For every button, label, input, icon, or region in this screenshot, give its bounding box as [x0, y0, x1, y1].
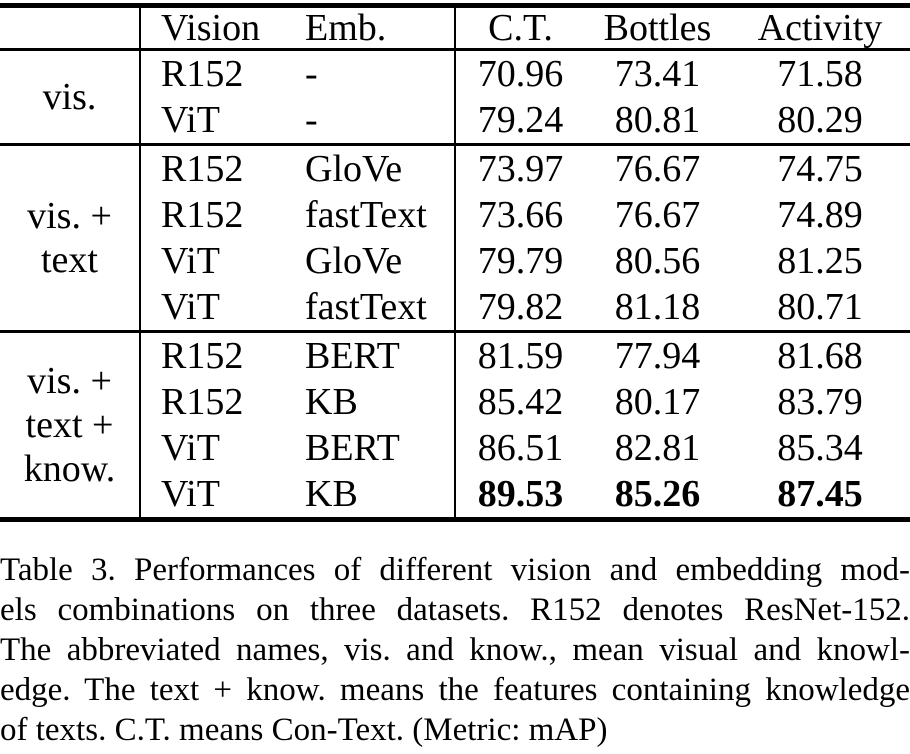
- cell-emb: KB: [285, 471, 456, 520]
- cell-value-activity: 83.79: [777, 381, 863, 423]
- cell-value-activity: 85.34: [777, 427, 863, 469]
- cell-value-ct: 73.66: [477, 194, 564, 236]
- cell-value-activity: 80.71: [777, 286, 863, 328]
- cell-value-ct: 73.97: [477, 148, 564, 190]
- cell-value-ct: 79.24: [477, 99, 564, 141]
- cell-value-bottles: 80.56: [614, 240, 701, 282]
- table-row: ViT GloVe 79.79 80.56 81.25: [0, 238, 910, 284]
- caption-line: Table 3. Performances of different visio…: [0, 552, 910, 588]
- group-vis: vis. R152 - 70.96 73.41 71.58 ViT - 79.2…: [0, 49, 910, 145]
- cell-value-bottles: 76.67: [614, 148, 701, 190]
- cell-value-activity: 81.68: [777, 335, 863, 377]
- cell-emb: BERT: [285, 425, 456, 471]
- cell-value-ct: 85.42: [477, 381, 564, 423]
- cell-value-ct: 70.96: [477, 53, 564, 95]
- caption-line: The abbreviated names, vis. and know., m…: [0, 632, 910, 668]
- cell-vision: R152: [161, 335, 244, 377]
- cell-value-ct: 79.79: [477, 240, 564, 282]
- cell-value-bottles: 82.81: [614, 427, 701, 469]
- cell-emb: KB: [285, 379, 456, 425]
- header-row: Vision Emb. C.T. Bottles Activity: [0, 5, 910, 50]
- cell-vision: R152: [161, 53, 244, 95]
- table-header: Vision Emb. C.T. Bottles Activity: [0, 5, 910, 50]
- results-table: Vision Emb. C.T. Bottles Activity vis. R…: [0, 3, 910, 522]
- cell-value-activity: 80.29: [777, 99, 863, 141]
- cell-value-activity: 81.25: [777, 240, 863, 282]
- cell-vision: ViT: [161, 240, 220, 282]
- cell-emb: -: [285, 97, 456, 145]
- table-row: ViT - 79.24 80.81 80.29: [0, 97, 910, 145]
- cell-emb: fastText: [285, 192, 456, 238]
- group-label-vis: vis.: [0, 49, 141, 145]
- cell-vision: ViT: [161, 286, 220, 328]
- group-label-vis-text: vis. + text: [0, 144, 141, 332]
- caption-line: edge. The text + know. means the feature…: [0, 672, 910, 708]
- cell-value-bottles: 85.26: [614, 473, 701, 515]
- header-cell-bottles: Bottles: [603, 7, 712, 49]
- group-label-vis-text-know: vis. + text + know.: [0, 331, 141, 520]
- cell-value-ct: 89.53: [477, 473, 564, 515]
- caption-line: of texts. C.T. means Con-Text. (Metric: …: [0, 712, 608, 748]
- cell-vision: R152: [161, 148, 244, 190]
- cell-emb: GloVe: [285, 144, 456, 192]
- table-row: ViT BERT 86.51 82.81 85.34: [0, 425, 910, 471]
- group-vis-text-know: vis. + text + know. R152 BERT 81.59 77.9…: [0, 331, 910, 520]
- caption-line: els combinations on three datasets. R152…: [0, 592, 910, 628]
- cell-value-bottles: 73.41: [614, 53, 701, 95]
- cell-value-bottles: 80.81: [614, 99, 701, 141]
- cell-value-bottles: 76.67: [614, 194, 701, 236]
- table-row: vis. + text + know. R152 BERT 81.59 77.9…: [0, 331, 910, 520]
- cell-value-ct: 81.59: [477, 335, 564, 377]
- paper-page: Vision Emb. C.T. Bottles Activity vis. R…: [0, 3, 910, 750]
- cell-vision: ViT: [161, 99, 220, 141]
- cell-emb: GloVe: [285, 238, 456, 284]
- cell-vision: ViT: [161, 427, 220, 469]
- cell-vision: ViT: [161, 473, 220, 515]
- cell-value-activity: 71.58: [777, 53, 863, 95]
- cell-value-activity: 74.75: [777, 148, 863, 190]
- table-row: R152 KB 85.42 80.17 83.79: [0, 379, 910, 425]
- cell-value-ct: 86.51: [477, 427, 564, 469]
- header-cell-emb: Emb.: [285, 5, 456, 50]
- cell-value-ct: 79.82: [477, 286, 564, 328]
- header-cell-vision: Vision: [161, 7, 261, 49]
- table-row: ViT fastText 79.82 81.18 80.71: [0, 284, 910, 332]
- cell-emb: fastText: [285, 284, 456, 332]
- cell-value-bottles: 80.17: [614, 381, 701, 423]
- cell-value-activity: 74.89: [777, 194, 863, 236]
- cell-vision: R152: [161, 381, 244, 423]
- cell-value-bottles: 77.94: [614, 335, 701, 377]
- table-caption: Table 3. Performances of different visio…: [0, 550, 910, 750]
- table-row: ViT KB 89.53 85.26 87.45: [0, 471, 910, 520]
- header-cell-group: [0, 5, 141, 50]
- header-cell-ct: C.T.: [488, 7, 553, 49]
- group-vis-text: vis. + text R152 GloVe 73.97 76.67 74.75…: [0, 144, 910, 332]
- cell-value-activity: 87.45: [777, 473, 863, 515]
- cell-value-bottles: 81.18: [614, 286, 701, 328]
- cell-emb: -: [285, 49, 456, 97]
- table-row: vis. R152 - 70.96 73.41 71.58: [0, 49, 910, 145]
- cell-emb: BERT: [285, 331, 456, 379]
- header-cell-activity: Activity: [757, 7, 883, 49]
- cell-vision: R152: [161, 194, 244, 236]
- table-row: R152 fastText 73.66 76.67 74.89: [0, 192, 910, 238]
- table-row: vis. + text R152 GloVe 73.97 76.67 74.75: [0, 144, 910, 332]
